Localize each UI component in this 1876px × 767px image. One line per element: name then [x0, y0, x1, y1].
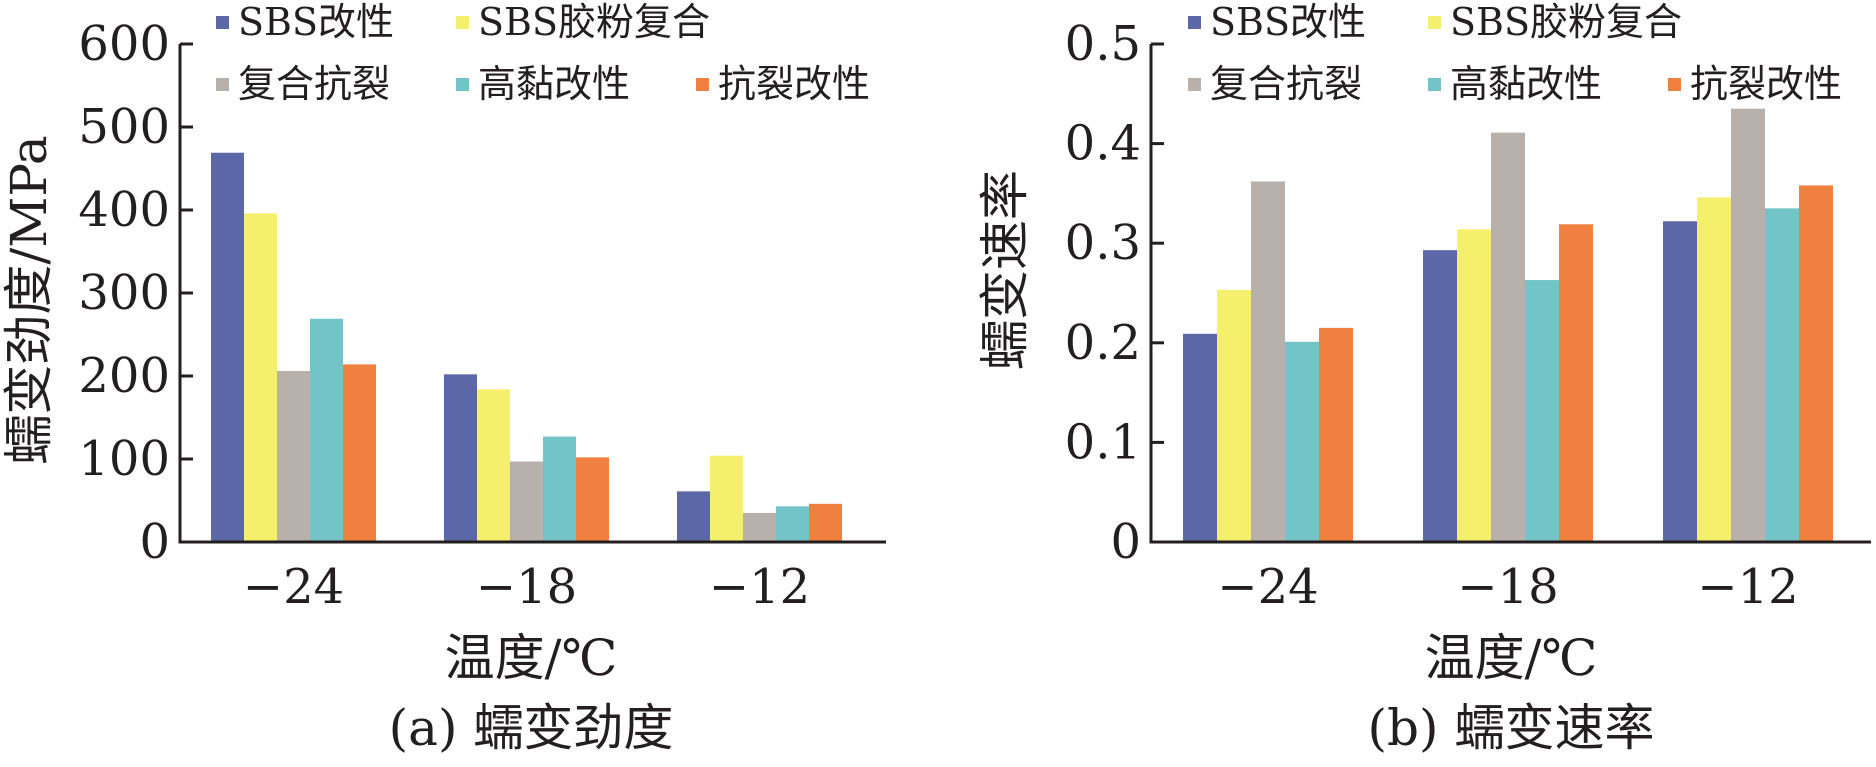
chart-b-bar-高黏改性-12: [1765, 208, 1799, 542]
chart-a-bar-高黏改性-12: [776, 506, 809, 542]
chart-b-y-tick-label: 0.2: [1065, 315, 1141, 371]
chart-a-x-ticks: −24 −18 −12: [243, 559, 810, 615]
chart-b-bar-高黏改性-18: [1525, 280, 1559, 542]
chart-a-bar-复合抗裂-24: [277, 371, 310, 542]
chart-b-bar-抗裂改性-12: [1799, 185, 1833, 542]
chart-a-y-tick-label: 400: [78, 182, 170, 238]
chart-a-bar-抗裂改性-18: [576, 457, 609, 542]
chart-a-bars: [211, 152, 842, 543]
chart-a-bar-抗裂改性-12: [809, 503, 842, 542]
chart-b-y-axis-label: 蠕变速率: [976, 170, 1034, 370]
chart-a-bar-sbs改性-12: [677, 491, 710, 542]
chart-b-bars: [1183, 108, 1833, 543]
chart-a-legend-swatch: [216, 78, 229, 91]
chart-a-legend-swatch: [456, 78, 469, 91]
chart-b-bar-sbs胶粉复合-12: [1697, 197, 1731, 542]
chart-a-y-tick-label: 600: [78, 16, 170, 72]
chart-b-bar-复合抗裂-24: [1251, 181, 1285, 542]
chart-a-y-tick-label: 0: [139, 514, 170, 570]
chart-b-legend-label: 高黏改性: [1450, 62, 1602, 106]
chart-a-bar-sbs胶粉复合-12: [710, 455, 743, 542]
chart-b-legend-label: SBS改性: [1210, 0, 1366, 44]
chart-b-y-tick-label: 0.3: [1065, 215, 1141, 271]
chart-a-legend-item: SBS改性: [216, 0, 394, 44]
chart-b-y-ticks: 0 0.1 0.2 0.3 0.4 0.5: [1065, 16, 1164, 570]
chart-b-legend-item: 高黏改性: [1428, 62, 1602, 106]
chart-b-x-tick-label: −18: [1457, 559, 1558, 615]
chart-b-bar-复合抗裂-12: [1731, 108, 1765, 543]
chart-b-y-tick-label: 0.5: [1065, 16, 1141, 72]
chart-a-legend-swatch: [216, 16, 229, 29]
chart-a-y-axis-label: 蠕变劲度/MPa: [0, 135, 58, 464]
chart-b-bar-复合抗裂-18: [1491, 132, 1525, 543]
chart-a-legend-label: 高黏改性: [478, 62, 630, 106]
chart-b-bar-sbs胶粉复合-18: [1457, 229, 1491, 543]
chart-b-legend-label: 抗裂改性: [1690, 62, 1842, 106]
chart-a-bar-高黏改性-24: [310, 318, 343, 542]
chart-a-legend-item: SBS胶粉复合: [456, 0, 710, 44]
chart-b-legend-swatch: [1188, 78, 1201, 91]
chart-a-legend-label: 抗裂改性: [718, 62, 870, 106]
chart-b-y-tick-label: 0.1: [1065, 414, 1141, 470]
chart-a-x-tick-label: −12: [709, 559, 810, 615]
chart-b-bar-sbs胶粉复合-24: [1217, 290, 1251, 542]
chart-b-legend-swatch: [1428, 16, 1441, 29]
chart-a-legend-item: 高黏改性: [456, 62, 630, 106]
chart-a-legend-label: SBS胶粉复合: [478, 0, 710, 44]
chart-b-bar-抗裂改性-24: [1319, 327, 1353, 542]
chart-b-bar-抗裂改性-18: [1559, 224, 1593, 542]
chart-a-y-ticks: 0 100 200 300 400 500 600: [78, 16, 193, 570]
chart-b-legend-item: SBS改性: [1188, 0, 1366, 44]
chart-b-legend-label: SBS胶粉复合: [1450, 0, 1682, 44]
chart-b-bar-sbs改性-18: [1423, 250, 1457, 542]
chart-b-y-tick-label: 0.4: [1065, 116, 1141, 172]
chart-a-caption: (a) 蠕变劲度: [389, 699, 674, 757]
chart-b-legend-item: 抗裂改性: [1668, 62, 1842, 106]
chart-b-bar-sbs改性-24: [1183, 333, 1217, 542]
chart-b-legend-item: SBS胶粉复合: [1428, 0, 1682, 44]
chart-a-bar-高黏改性-18: [543, 436, 576, 542]
chart-a-bar-sbs胶粉复合-18: [477, 389, 510, 542]
chart-a-bar-sbs改性-18: [444, 374, 477, 542]
chart-b-legend-item: 复合抗裂: [1188, 62, 1362, 106]
chart-b-x-ticks: −24 −18 −12: [1217, 559, 1798, 615]
chart-a-bar-抗裂改性-24: [343, 364, 376, 542]
chart-a-bar-sbs胶粉复合-24: [244, 213, 277, 542]
chart-b-bar-高黏改性-24: [1285, 341, 1319, 542]
chart-b-caption: (b) 蠕变速率: [1368, 699, 1655, 757]
chart-a-y-tick-label: 500: [78, 99, 170, 155]
chart-b-y-tick-label: 0: [1110, 514, 1141, 570]
chart-a-bar-复合抗裂-18: [510, 461, 543, 542]
chart-a-y-tick-label: 300: [78, 265, 170, 321]
chart-b-legend-swatch: [1668, 78, 1681, 91]
chart-a-legend-item: 复合抗裂: [216, 62, 390, 106]
chart-a-x-axis-label: 温度/℃: [445, 629, 618, 687]
chart-a: 0 100 200 300 400 500 600 −24 −18 −12 SBS改性 SBS胶粉…: [0, 0, 886, 757]
chart-a-legend-item: 抗裂改性: [696, 62, 870, 106]
chart-a-legend-swatch: [456, 16, 469, 29]
chart-a-x-tick-label: −24: [243, 559, 344, 615]
chart-b: 0 0.1 0.2 0.3 0.4 0.5 −24 −18 −12 SBS改性 SBS胶粉复合复…: [976, 0, 1871, 757]
chart-b-bar-sbs改性-12: [1663, 221, 1697, 542]
chart-b-legend-label: 复合抗裂: [1210, 62, 1362, 106]
chart-a-legend-label: 复合抗裂: [238, 62, 390, 106]
chart-a-y-tick-label: 200: [78, 348, 170, 404]
chart-a-legend-label: SBS改性: [238, 0, 394, 44]
chart-b-legend-swatch: [1188, 16, 1201, 29]
chart-b-x-tick-label: −12: [1697, 559, 1798, 615]
chart-a-bar-复合抗裂-12: [743, 512, 776, 542]
chart-a-bar-sbs改性-24: [211, 152, 244, 543]
chart-b-legend-swatch: [1428, 78, 1441, 91]
chart-a-y-tick-label: 100: [78, 431, 170, 487]
chart-a-legend-swatch: [696, 78, 709, 91]
chart-a-x-tick-label: −18: [476, 559, 577, 615]
chart-b-x-tick-label: −24: [1217, 559, 1318, 615]
chart-b-x-axis-label: 温度/℃: [1425, 629, 1598, 687]
